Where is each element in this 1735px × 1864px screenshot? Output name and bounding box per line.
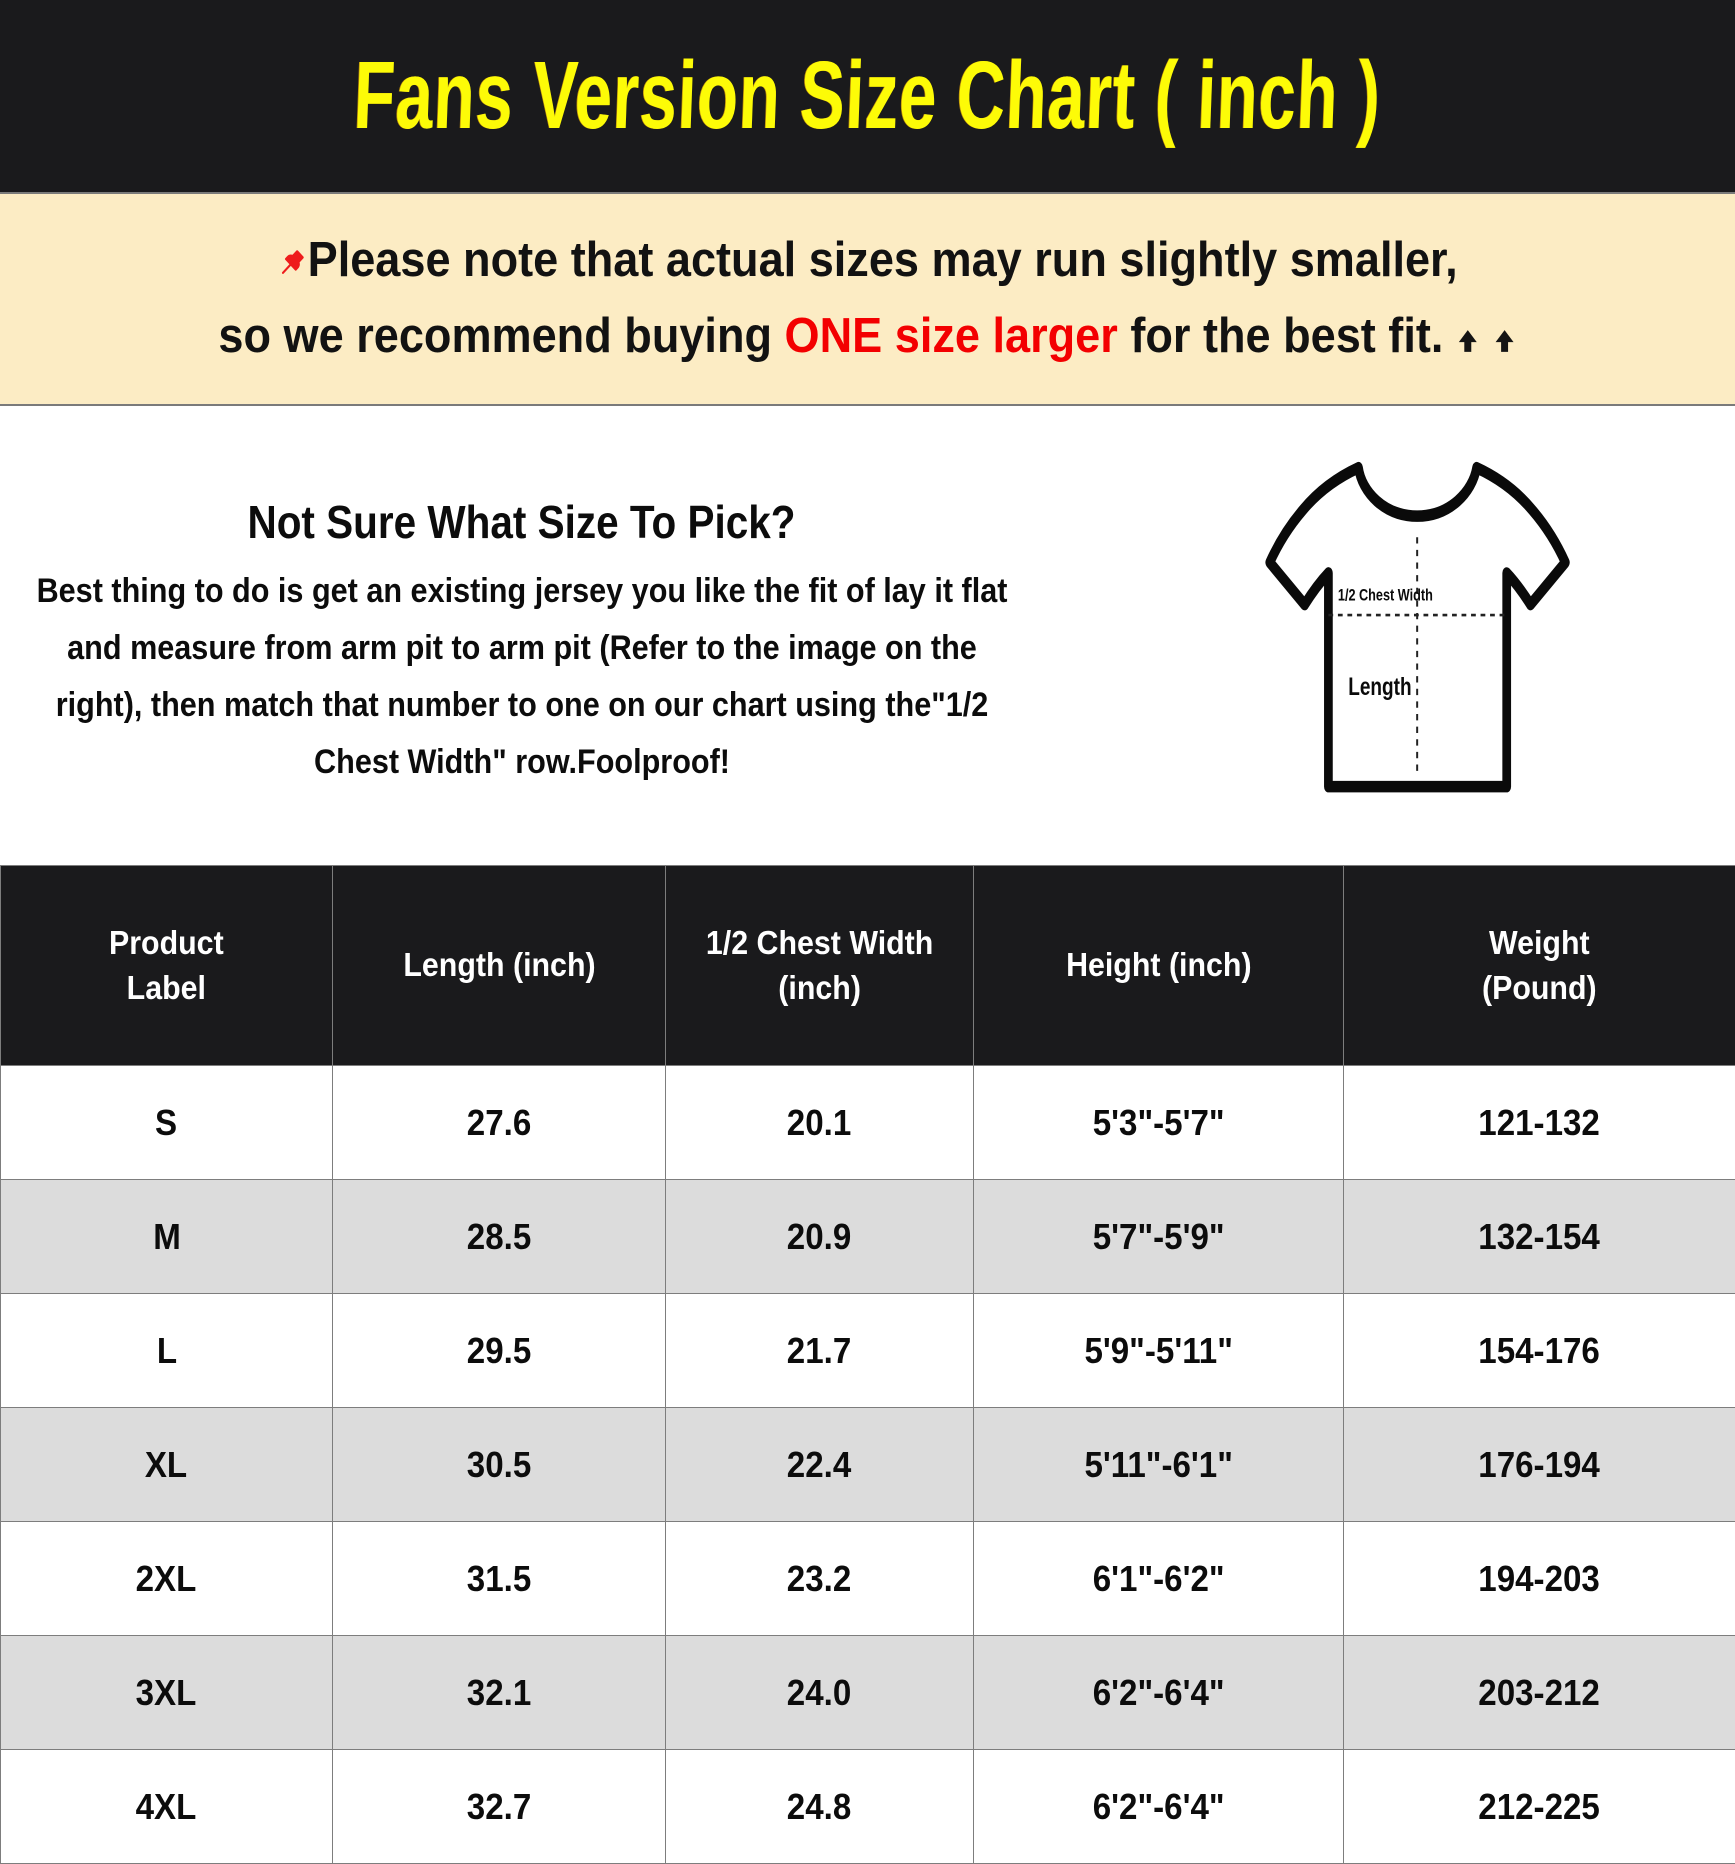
svg-text:1/2 Chest Width: 1/2 Chest Width bbox=[1338, 587, 1433, 605]
svg-text:Length: Length bbox=[1348, 672, 1411, 700]
